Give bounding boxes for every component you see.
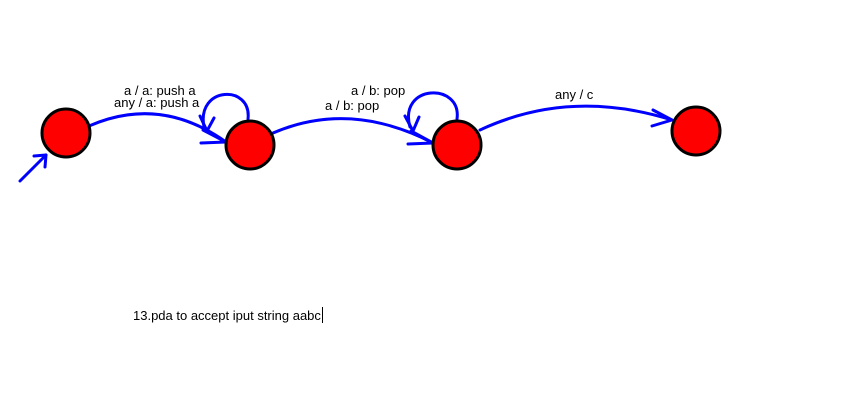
edge-loop-q2 [403, 91, 459, 133]
edge-loop-q1 [198, 93, 250, 133]
label-loop-q1: a / a: push a [124, 83, 196, 98]
label-edge-q1-q2: a / b: pop [325, 98, 379, 113]
label-loop-q2: a / b: pop [351, 83, 405, 98]
edge-q2-q3 [478, 104, 674, 132]
label-edge-q0-q1: any / a: push a [114, 95, 200, 110]
caption-text[interactable]: 13.pda to accept iput string aabc [133, 307, 323, 323]
start-arrow [18, 153, 48, 183]
label-edge-q2-q3: any / c [555, 87, 594, 102]
state-q1 [224, 119, 276, 171]
state-q3 [670, 105, 722, 157]
caption-label: 13.pda to accept iput string aabc [133, 308, 321, 323]
state-q0 [40, 107, 92, 159]
state-q2 [431, 119, 483, 171]
text-caret [321, 307, 323, 323]
